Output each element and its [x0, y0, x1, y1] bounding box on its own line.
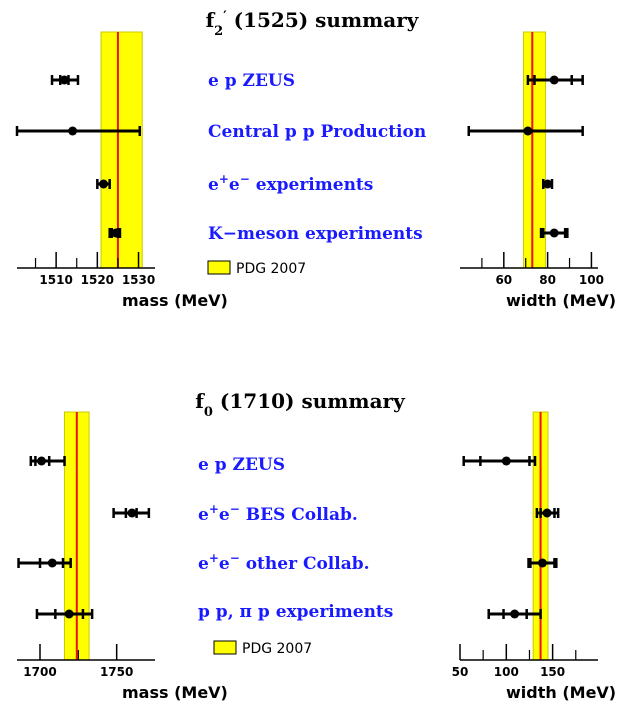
experiment-label-part: K−meson experiments — [208, 224, 423, 244]
experiment-label-part: − — [240, 172, 250, 186]
data-point — [467, 126, 584, 136]
experiment-label: e+e− BES Collab. — [198, 502, 358, 525]
data-point — [526, 75, 584, 85]
tick-label: 1700 — [23, 665, 56, 679]
title-rest: (1525) summary — [227, 8, 420, 32]
experiment-label-part: other Collab. — [240, 554, 370, 574]
panel-f2p_width: 60 80 100 width (MeV) — [460, 31, 616, 310]
experiment-label-part: e — [219, 554, 230, 574]
data-point — [29, 456, 66, 466]
tick-label: 100 — [494, 665, 519, 679]
experiment-label-part: − — [230, 502, 240, 516]
experiment-label-part: e — [208, 175, 219, 195]
x-axis-title: mass (MeV) — [122, 291, 228, 310]
tick-label: 80 — [539, 273, 556, 287]
data-point — [96, 179, 111, 189]
data-point — [15, 126, 142, 136]
title-subscript: 2 — [214, 24, 223, 39]
experiment-label-part: e — [219, 505, 230, 525]
tick-label: 1510 — [39, 273, 72, 287]
data-point — [50, 75, 80, 85]
experiment-label-part: + — [219, 172, 229, 186]
data-point — [35, 609, 94, 619]
data-point — [112, 508, 151, 518]
experiment-label-part: experiments — [250, 175, 374, 195]
data-point — [541, 179, 554, 189]
title-symbol: f — [206, 8, 216, 32]
experiment-label: e p ZEUS — [198, 455, 285, 475]
tick-label: 1750 — [100, 665, 133, 679]
tick-label: 150 — [540, 665, 565, 679]
experiment-label-part: − — [230, 551, 240, 565]
x-axis-title: width (MeV) — [506, 683, 616, 702]
data-marker — [542, 508, 552, 518]
data-point — [462, 456, 537, 466]
data-marker — [47, 558, 57, 568]
data-point — [487, 609, 542, 619]
data-marker — [127, 508, 137, 518]
experiment-label-part: p p, π p experiments — [198, 602, 393, 622]
section-title: f2′ (1525) summary — [206, 8, 420, 39]
data-marker — [543, 179, 553, 189]
data-marker — [59, 75, 69, 85]
experiment-label: Central p p Production — [208, 122, 426, 142]
data-marker — [549, 75, 559, 85]
legend-swatch — [213, 640, 237, 655]
experiment-label-part: Central p p Production — [208, 122, 426, 142]
panel-f0_width: 50 100 150 width (MeV) — [452, 411, 616, 702]
data-marker — [99, 179, 109, 189]
experiment-label: e p ZEUS — [208, 71, 295, 91]
tick-label: 50 — [452, 665, 469, 679]
experiment-label-part: + — [209, 502, 219, 516]
section-0: f2′ (1525) summary e p ZEUS Central p p Pr… — [206, 8, 427, 277]
experiment-label-part: e — [198, 505, 209, 525]
data-marker — [510, 609, 520, 619]
pdg-band — [100, 31, 143, 269]
data-marker — [37, 456, 47, 466]
panel-f0_mass: 1700 1750 mass (MeV) — [17, 411, 228, 702]
data-point — [108, 228, 122, 238]
data-point — [539, 228, 569, 238]
experiment-label-part: BES Collab. — [240, 505, 358, 525]
experiment-label-part: + — [209, 551, 219, 565]
experiment-label: e+e− other Collab. — [198, 551, 370, 574]
title-symbol: f — [195, 389, 205, 413]
tick-label: 1530 — [122, 273, 155, 287]
data-point — [17, 558, 72, 568]
data-marker — [111, 228, 121, 238]
tick-label: 60 — [495, 273, 512, 287]
tick-label: 100 — [579, 273, 604, 287]
data-point — [535, 508, 560, 518]
panel-f2p_mass: 1510 1520 1530 mass (MeV) — [15, 31, 228, 310]
data-marker — [549, 228, 559, 238]
data-marker — [523, 126, 533, 136]
experiment-label-part: e p ZEUS — [198, 455, 285, 475]
experiment-label-part: e — [198, 554, 209, 574]
data-marker — [537, 558, 547, 568]
experiment-label-part: e — [229, 175, 240, 195]
title-subscript: 0 — [204, 405, 213, 420]
data-marker — [501, 456, 511, 466]
section-title: f0 (1710) summary — [195, 389, 406, 420]
title-rest: (1710) summary — [213, 389, 406, 413]
experiment-label: K−meson experiments — [208, 224, 423, 244]
data-marker — [64, 609, 74, 619]
data-point — [527, 558, 558, 568]
experiment-label: p p, π p experiments — [198, 602, 393, 622]
experiment-label: e+e− experiments — [208, 172, 373, 195]
tick-label: 1520 — [81, 273, 114, 287]
legend-label: PDG 2007 — [242, 641, 312, 657]
experiment-label-part: e p ZEUS — [208, 71, 295, 91]
legend-label: PDG 2007 — [236, 261, 306, 277]
x-axis-title: width (MeV) — [506, 291, 616, 310]
title-superscript: ′ — [223, 9, 227, 24]
data-marker — [68, 126, 78, 136]
legend-swatch — [207, 260, 231, 275]
x-axis-title: mass (MeV) — [122, 683, 228, 702]
